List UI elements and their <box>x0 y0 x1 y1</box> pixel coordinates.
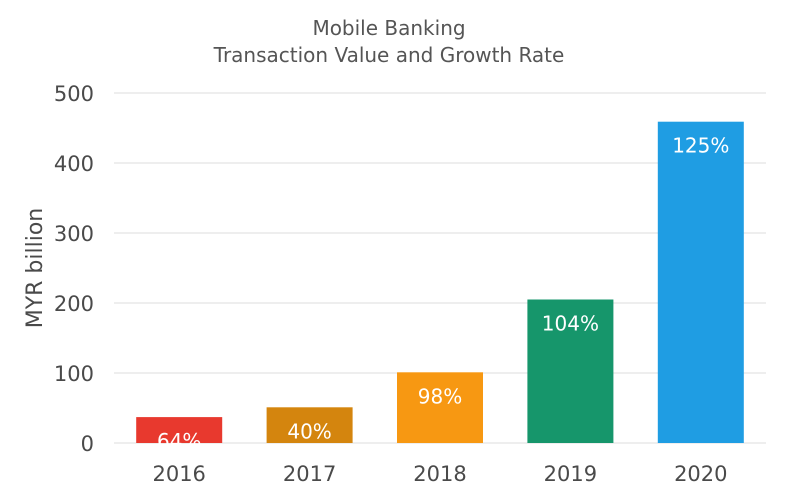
gridlines <box>114 92 766 444</box>
bar <box>527 299 614 443</box>
x-tick-label: 2016 <box>152 462 205 486</box>
data-label: 98% <box>418 384 462 408</box>
x-tick-label: 2017 <box>283 462 336 486</box>
y-tick-label: 100 <box>54 362 94 386</box>
bars <box>136 121 744 443</box>
bar <box>657 121 744 443</box>
data-labels: 64% 40% 98% 104% 125% <box>157 134 729 453</box>
y-tick-label: 500 <box>54 82 94 106</box>
data-label: 64% <box>157 429 201 453</box>
x-tick-label: 2019 <box>544 462 597 486</box>
x-tick-label: 2018 <box>413 462 466 486</box>
y-tick-label: 400 <box>54 152 94 176</box>
chart-subtitle: Transaction Value and Growth Rate <box>213 43 565 67</box>
bar <box>397 372 483 443</box>
bar <box>266 407 353 443</box>
y-tick-label: 300 <box>54 222 94 246</box>
watermark-text: CAMIA出海 <box>675 448 759 467</box>
data-label: 104% <box>542 312 599 336</box>
data-label: 125% <box>672 134 729 158</box>
bar <box>136 417 223 443</box>
wechat-icon <box>646 449 672 470</box>
y-tick-label: 200 <box>54 292 94 316</box>
chart-title: Mobile Banking <box>312 16 465 40</box>
data-label: 40% <box>287 419 331 443</box>
y-tick-label: 0 <box>81 432 94 456</box>
y-tick-labels: 0 100 200 300 400 500 <box>54 82 94 456</box>
x-tick-label: 2020 <box>674 462 727 486</box>
x-tick-labels: 2016 2017 2018 2019 2020 <box>152 462 727 486</box>
watermark: CAMIA出海 <box>646 448 759 470</box>
y-axis-label: MYR billion <box>23 208 48 329</box>
